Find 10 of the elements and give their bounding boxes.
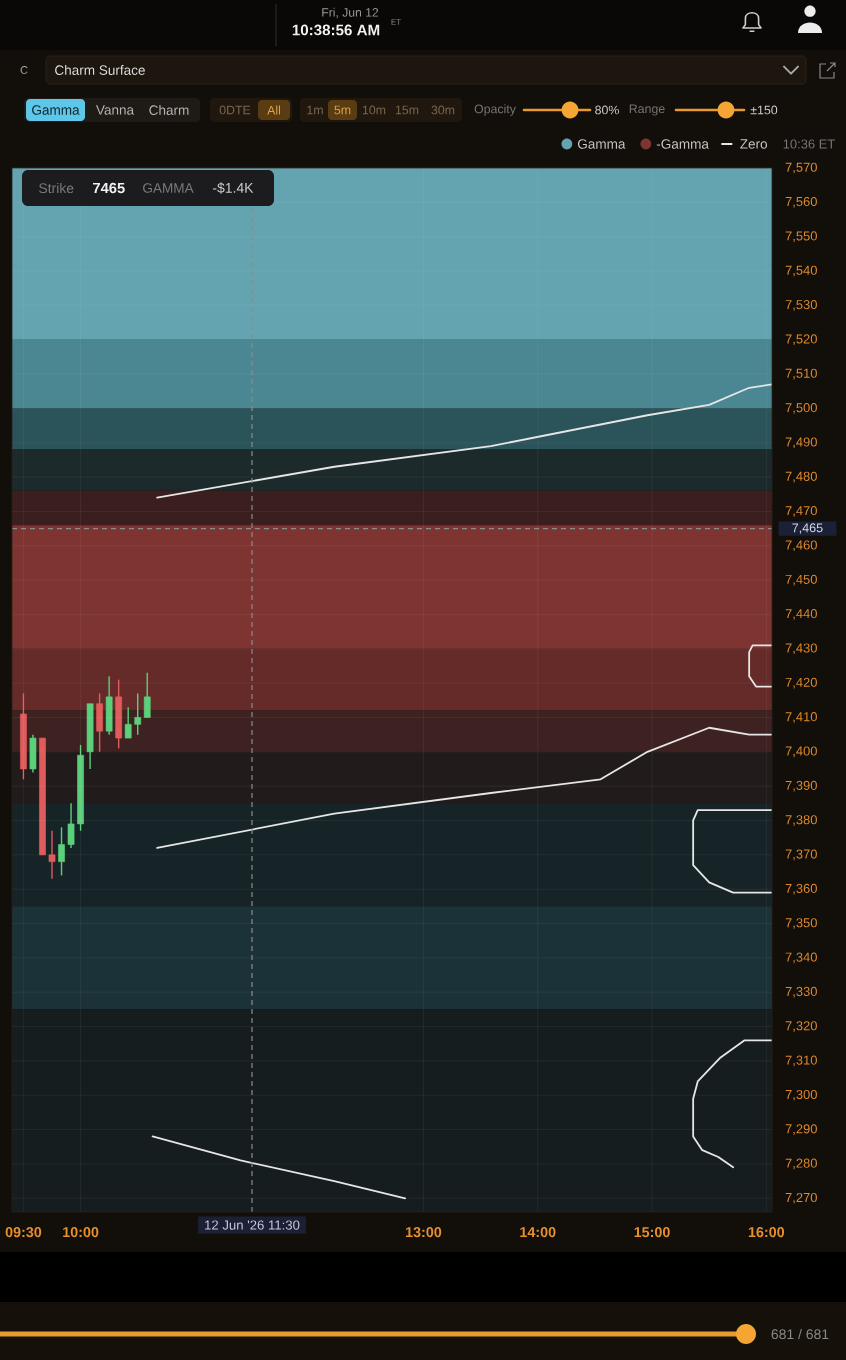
line-series bbox=[692, 809, 773, 894]
candlestick bbox=[105, 675, 113, 736]
line-series bbox=[156, 726, 773, 849]
line-series bbox=[748, 644, 773, 688]
line-series bbox=[692, 1039, 773, 1169]
candlestick bbox=[29, 733, 37, 774]
line-series bbox=[151, 1135, 407, 1200]
candlestick bbox=[96, 692, 103, 753]
candlestick bbox=[115, 678, 123, 750]
line-series bbox=[156, 383, 773, 499]
